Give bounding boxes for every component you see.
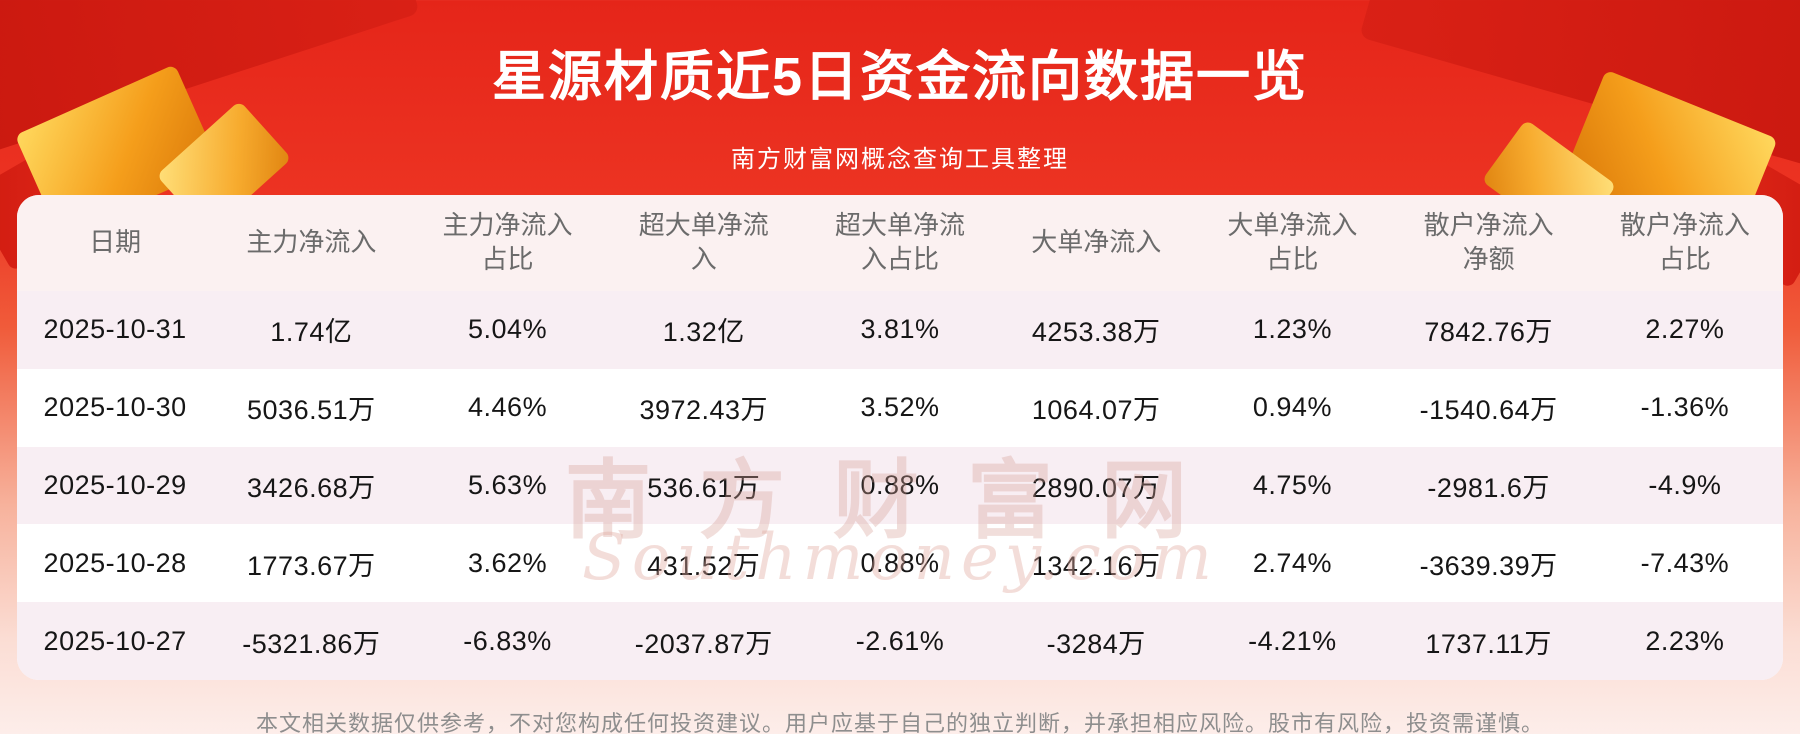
value-cell: 431.52万 [647, 550, 761, 581]
value-cell: 1737.11万 [1425, 628, 1552, 659]
column-header: 散户净流入 占比 [1619, 210, 1750, 274]
value-cell: 1342.16万 [1031, 550, 1161, 581]
table-row: 2025-10-28 1773.67万 3.62% 431.52万 0.88% 1342.… [17, 524, 1783, 603]
value-cell: 2.23% [1645, 625, 1725, 656]
column-header: 大单净流入 占比 [1227, 210, 1358, 274]
value-cell: -4.9% [1648, 469, 1722, 500]
value-cell: -1540.64万 [1419, 395, 1558, 426]
value-cell: 1.23% [1252, 314, 1332, 345]
date-cell: 2025-10-31 [43, 314, 187, 345]
table-row: 2025-10-30 5036.51万 4.46% 3972.43万 3.52% 1064… [17, 368, 1783, 447]
value-cell: 7842.76万 [1424, 317, 1553, 348]
value-cell: 2.74% [1252, 547, 1332, 578]
value-cell: -5321.86万 [242, 628, 381, 659]
value-cell: -3639.39万 [1419, 550, 1558, 581]
value-cell: -4.21% [1248, 625, 1337, 656]
value-cell: 4.46% [468, 392, 548, 423]
banner: 星源材质近5日资金流向数据一览 南方财富网概念查询工具整理 [0, 0, 1800, 174]
value-cell: 2890.07万 [1031, 472, 1161, 503]
value-cell: 4253.38万 [1031, 317, 1161, 348]
table-row: 2025-10-31 1.74亿 5.04% 1.32亿 3.81% 4253.38万 1.… [17, 291, 1783, 369]
column-header: 超大单净流 入 [638, 210, 769, 274]
column-header: 大单净流入 [1031, 227, 1162, 258]
value-cell: -3284万 [1046, 628, 1146, 659]
value-cell: 5036.51万 [247, 395, 376, 426]
column-header: 日期 [89, 227, 142, 258]
value-cell: 1773.67万 [247, 550, 376, 581]
value-cell: 5.63% [468, 469, 548, 500]
value-cell: -2981.6万 [1427, 472, 1550, 503]
date-cell: 2025-10-27 [43, 625, 187, 656]
value-cell: 1.32亿 [662, 317, 745, 348]
fund-flow-table-card: 日期 主力净流入 主力净流入 占比 超大单净流 入 超大单净流 入占比 大单净流入 大单净流… [17, 195, 1783, 680]
date-cell: 2025-10-28 [43, 547, 187, 578]
value-cell: -2037.87万 [634, 628, 773, 659]
value-cell: 3972.43万 [639, 395, 769, 426]
date-cell: 2025-10-30 [43, 392, 187, 423]
column-header: 超大单净流 入占比 [834, 210, 965, 274]
value-cell: -1.36% [1640, 392, 1730, 423]
value-cell: 3.62% [468, 547, 548, 578]
value-cell: 5.04% [468, 314, 548, 345]
value-cell: 3426.68万 [247, 472, 376, 503]
value-cell: 4.75% [1252, 469, 1332, 500]
date-cell: 2025-10-29 [43, 469, 187, 500]
fund-flow-table: 日期 主力净流入 主力净流入 占比 超大单净流 入 超大单净流 入占比 大单净流入 大单净流… [17, 195, 1783, 680]
value-cell: -7.43% [1640, 547, 1730, 578]
column-header: 主力净流入 占比 [442, 210, 573, 274]
bottom-strip [0, 734, 1800, 743]
value-cell: 0.88% [860, 469, 940, 500]
value-cell: 3.81% [860, 314, 940, 345]
value-cell: 1.74亿 [270, 317, 353, 348]
value-cell: -2.61% [855, 625, 945, 656]
disclaimer-text: 本文相关数据仅供参考，不对您构成任何投资建议。用户应基于自己的独立判断，并承担相… [255, 711, 1544, 736]
table-row: 2025-10-29 3426.68万 5.63% 536.61万 0.88% 2890.… [17, 446, 1783, 525]
value-cell: 2.27% [1645, 314, 1725, 345]
page-title: 星源材质近5日资金流向数据一览 [491, 47, 1309, 107]
table-row: 2025-10-27 -5321.86万 -6.83% -2037.87万 -2.61%… [17, 602, 1783, 680]
table-header-row: 日期 主力净流入 主力净流入 占比 超大单净流 入 超大单净流 入占比 大单净流入 大单净流… [17, 195, 1783, 291]
value-cell: 536.61万 [647, 472, 761, 503]
column-header: 主力净流入 [246, 227, 377, 258]
value-cell: -6.83% [463, 625, 552, 656]
value-cell: 0.88% [860, 547, 940, 578]
value-cell: 1064.07万 [1031, 395, 1161, 426]
value-cell: 3.52% [860, 392, 940, 423]
table-body: 2025-10-31 1.74亿 5.04% 1.32亿 3.81% 4253.38万 1.… [17, 291, 1783, 680]
value-cell: 0.94% [1252, 392, 1332, 423]
page-subtitle: 南方财富网概念查询工具整理 [731, 146, 1069, 173]
column-header: 散户净流入 净额 [1423, 210, 1554, 274]
